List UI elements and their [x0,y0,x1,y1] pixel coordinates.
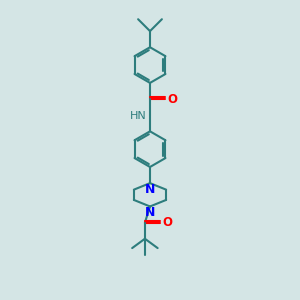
Text: O: O [163,216,173,229]
Text: N: N [145,206,155,220]
Text: N: N [145,183,155,196]
Text: O: O [168,92,178,106]
Text: HN: HN [130,111,147,121]
